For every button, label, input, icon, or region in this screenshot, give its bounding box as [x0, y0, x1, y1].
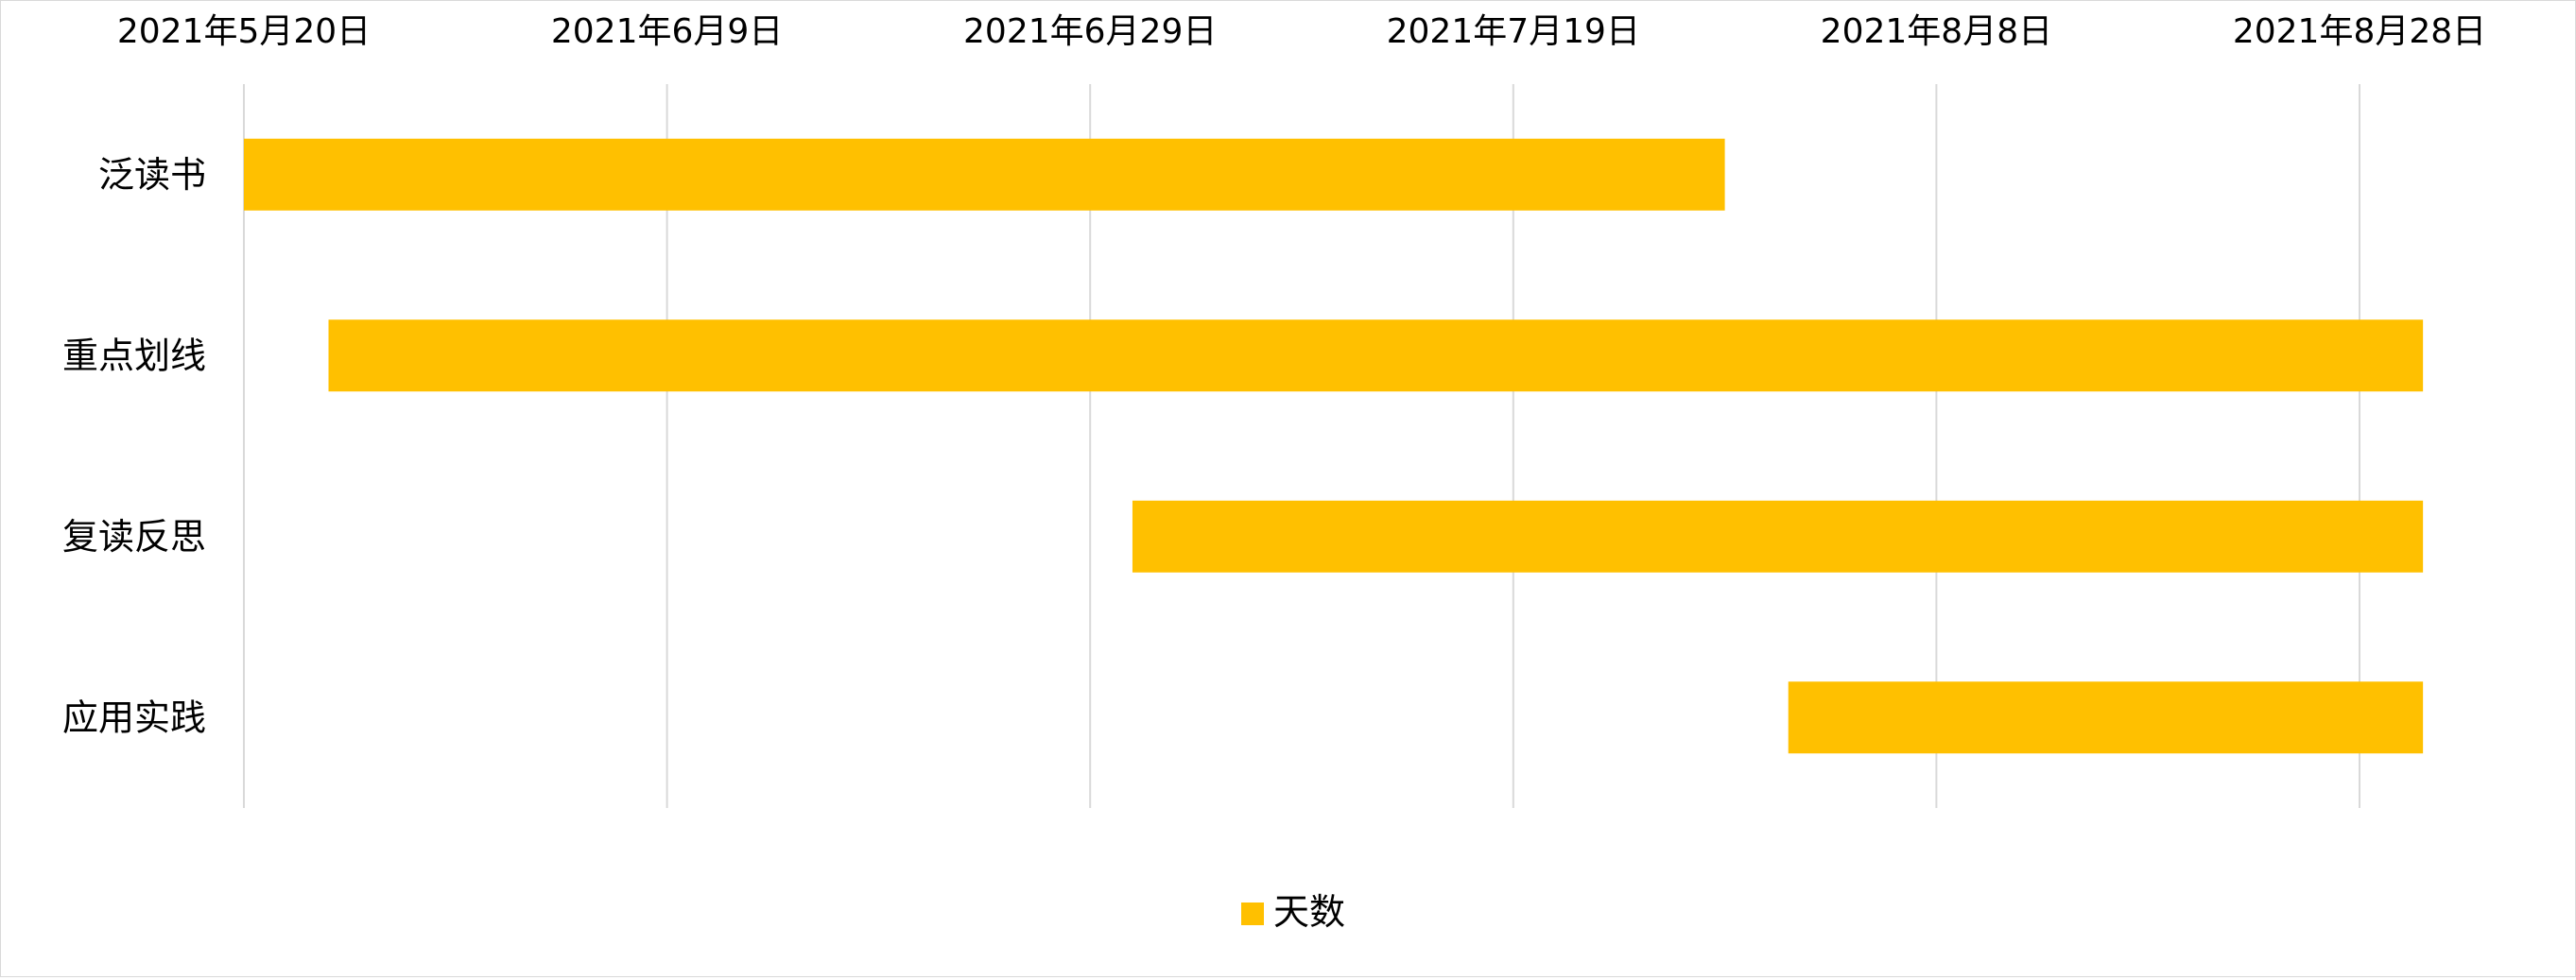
- bar-3: [1132, 500, 2424, 573]
- category-label: 复读反思: [62, 516, 206, 558]
- x-tick-label: 2021年7月19日: [1387, 12, 1640, 51]
- x-tick-label: 2021年6月9日: [551, 12, 783, 51]
- bar-1: [244, 138, 1725, 211]
- legend: 天数: [1241, 891, 1345, 933]
- category-label: 泛读书: [98, 154, 206, 196]
- category-label: 应用实践: [62, 696, 206, 738]
- legend-label: 天数: [1273, 891, 1345, 933]
- bars: [244, 138, 2424, 754]
- x-tick-label: 2021年8月28日: [2233, 12, 2486, 51]
- x-tick-label: 2021年8月8日: [1821, 12, 2052, 51]
- x-tick-label: 2021年6月29日: [963, 12, 1217, 51]
- x-tick-label: 2021年5月20日: [117, 12, 371, 51]
- bar-2: [328, 319, 2424, 392]
- x-axis-tick-labels: 2021年5月20日 2021年6月9日 2021年6月29日 2021年7月19日 2…: [117, 12, 2486, 51]
- legend-swatch: [1241, 903, 1264, 925]
- category-label: 重点划线: [62, 335, 206, 376]
- bar-4: [1788, 681, 2424, 754]
